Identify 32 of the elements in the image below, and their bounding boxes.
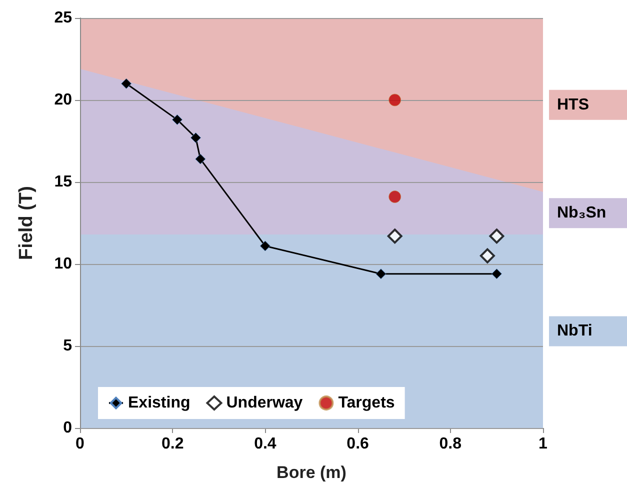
point (121, 78, 132, 89)
x-tick-label: 0.8 (439, 436, 462, 452)
point (388, 94, 402, 106)
series-label: NbTi (557, 322, 592, 340)
y-axis-title: Field (T) (16, 186, 37, 260)
series-label: HTS (557, 96, 590, 114)
legend-label: Existing (128, 394, 190, 412)
point (190, 132, 201, 143)
x-tick-label: 0.2 (161, 436, 184, 452)
point (491, 268, 502, 280)
y-tick-label: 5 (63, 338, 72, 354)
x-tick-label: 1 (538, 436, 548, 452)
point (489, 228, 504, 244)
point (387, 228, 402, 244)
point (376, 268, 386, 280)
y-tick-label: 20 (54, 92, 72, 108)
x-tick-label: 0.6 (346, 436, 370, 452)
point (480, 248, 495, 264)
x-tick-label: 0 (76, 436, 85, 452)
y-tick-label: 25 (54, 10, 72, 26)
point (388, 190, 402, 204)
x-tick-label: 0.4 (254, 436, 276, 452)
legend-label: Underway (226, 394, 303, 412)
point (260, 240, 270, 252)
point (172, 114, 182, 125)
y-tick-label: 10 (54, 256, 72, 272)
legend-label: Targets (338, 394, 395, 412)
series-label: Nb₃Sn (557, 204, 606, 222)
point (195, 154, 206, 164)
y-tick-label: 0 (63, 420, 72, 436)
y-tick-label: 15 (54, 174, 72, 190)
x-axis-title: Bore (m) (276, 463, 346, 482)
